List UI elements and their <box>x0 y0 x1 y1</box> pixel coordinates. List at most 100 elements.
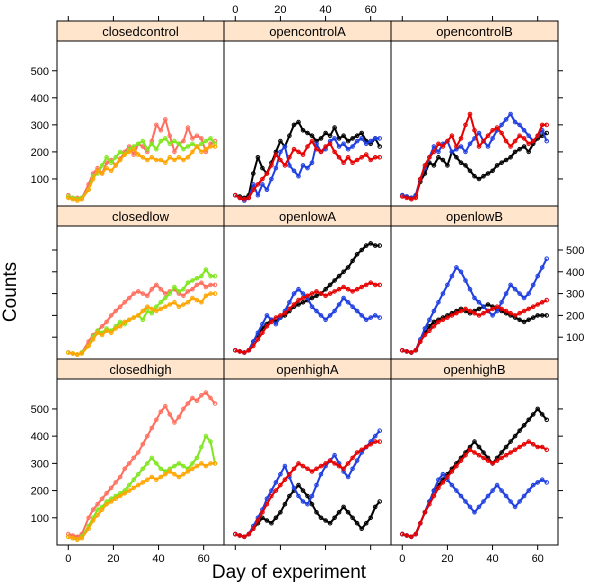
panel-frame-closedhigh <box>56 378 225 546</box>
data-point <box>66 531 71 537</box>
data-point <box>345 265 351 270</box>
data-point <box>264 187 270 193</box>
data-point <box>95 501 100 507</box>
data-point <box>199 141 204 147</box>
data-point <box>377 136 383 141</box>
data-point <box>149 141 155 147</box>
data-point <box>300 463 306 469</box>
data-point <box>199 149 204 155</box>
data-point <box>530 412 536 417</box>
data-point <box>167 302 173 307</box>
data-point <box>539 412 545 417</box>
data-point <box>436 155 441 160</box>
data-point <box>314 482 319 488</box>
data-point <box>95 512 100 518</box>
data-point <box>99 163 105 168</box>
data-point <box>282 501 288 507</box>
data-point <box>499 130 504 136</box>
data-point <box>318 136 324 141</box>
data-point <box>445 474 450 480</box>
data-point <box>354 450 360 455</box>
data-point <box>296 297 301 303</box>
data-point <box>126 461 132 466</box>
data-point <box>181 138 186 144</box>
panel-openlowB: openlowB <box>390 205 559 360</box>
data-point <box>526 306 532 312</box>
data-point <box>413 348 419 353</box>
data-point <box>181 286 186 292</box>
data-point <box>368 241 374 246</box>
data-point <box>300 291 306 296</box>
data-point <box>291 122 297 128</box>
x-tick-label: 0 <box>399 553 405 565</box>
data-point <box>341 133 346 138</box>
data-point <box>113 163 118 168</box>
data-point <box>332 461 337 466</box>
data-point <box>251 171 256 176</box>
data-point <box>154 282 159 288</box>
data-point <box>163 136 168 141</box>
data-point <box>75 352 80 357</box>
data-point <box>526 149 532 155</box>
data-point <box>431 488 437 493</box>
y-tick-label: 400 <box>31 431 49 443</box>
data-point <box>108 499 114 504</box>
data-point <box>300 295 306 301</box>
strip-label-closedcontrol: closedcontrol <box>102 24 179 39</box>
data-point <box>140 480 146 485</box>
data-point <box>255 192 261 198</box>
data-point <box>208 282 213 288</box>
data-point <box>113 496 118 502</box>
data-point <box>345 474 351 480</box>
series-line-salmon <box>67 118 216 199</box>
data-point <box>172 420 177 425</box>
data-point <box>449 482 455 488</box>
data-point <box>377 315 383 320</box>
data-point <box>481 138 486 144</box>
data-point <box>359 284 365 290</box>
data-point <box>95 168 100 174</box>
data-point <box>212 273 218 279</box>
data-point <box>454 463 459 469</box>
series-line-blue <box>234 137 380 202</box>
data-point <box>332 125 337 130</box>
data-point <box>117 474 123 480</box>
data-point <box>449 273 455 279</box>
panel-frame-openhighA <box>223 378 392 546</box>
data-point <box>135 152 141 157</box>
data-point <box>242 534 247 540</box>
data-point <box>539 313 545 318</box>
data-point <box>172 471 177 477</box>
series-line-red <box>402 299 548 354</box>
data-point <box>126 317 132 323</box>
data-point <box>517 310 522 316</box>
x-tick-label: 0 <box>232 4 238 16</box>
y-tick-label: 400 <box>31 93 49 105</box>
data-point <box>440 291 446 296</box>
data-point <box>199 444 204 450</box>
data-point <box>368 157 374 163</box>
data-point <box>363 444 369 450</box>
data-point <box>512 504 518 510</box>
data-point <box>517 428 522 434</box>
x-tick-label: 60 <box>532 553 544 565</box>
data-point <box>422 163 428 168</box>
data-point <box>158 138 164 144</box>
data-point <box>131 477 136 483</box>
data-point <box>368 515 374 521</box>
data-point <box>199 461 204 466</box>
data-point <box>95 330 100 336</box>
data-point <box>172 463 177 469</box>
data-point <box>323 293 328 299</box>
x-tick-label: 0 <box>65 553 71 565</box>
data-point <box>372 313 378 318</box>
data-point <box>305 293 310 299</box>
panel-frame-opencontrolB <box>390 40 559 207</box>
data-point <box>287 306 292 312</box>
data-point <box>90 337 96 342</box>
data-point <box>359 155 365 160</box>
data-point <box>113 326 118 331</box>
data-point <box>203 293 209 299</box>
data-point <box>472 510 477 515</box>
data-point <box>499 122 504 128</box>
